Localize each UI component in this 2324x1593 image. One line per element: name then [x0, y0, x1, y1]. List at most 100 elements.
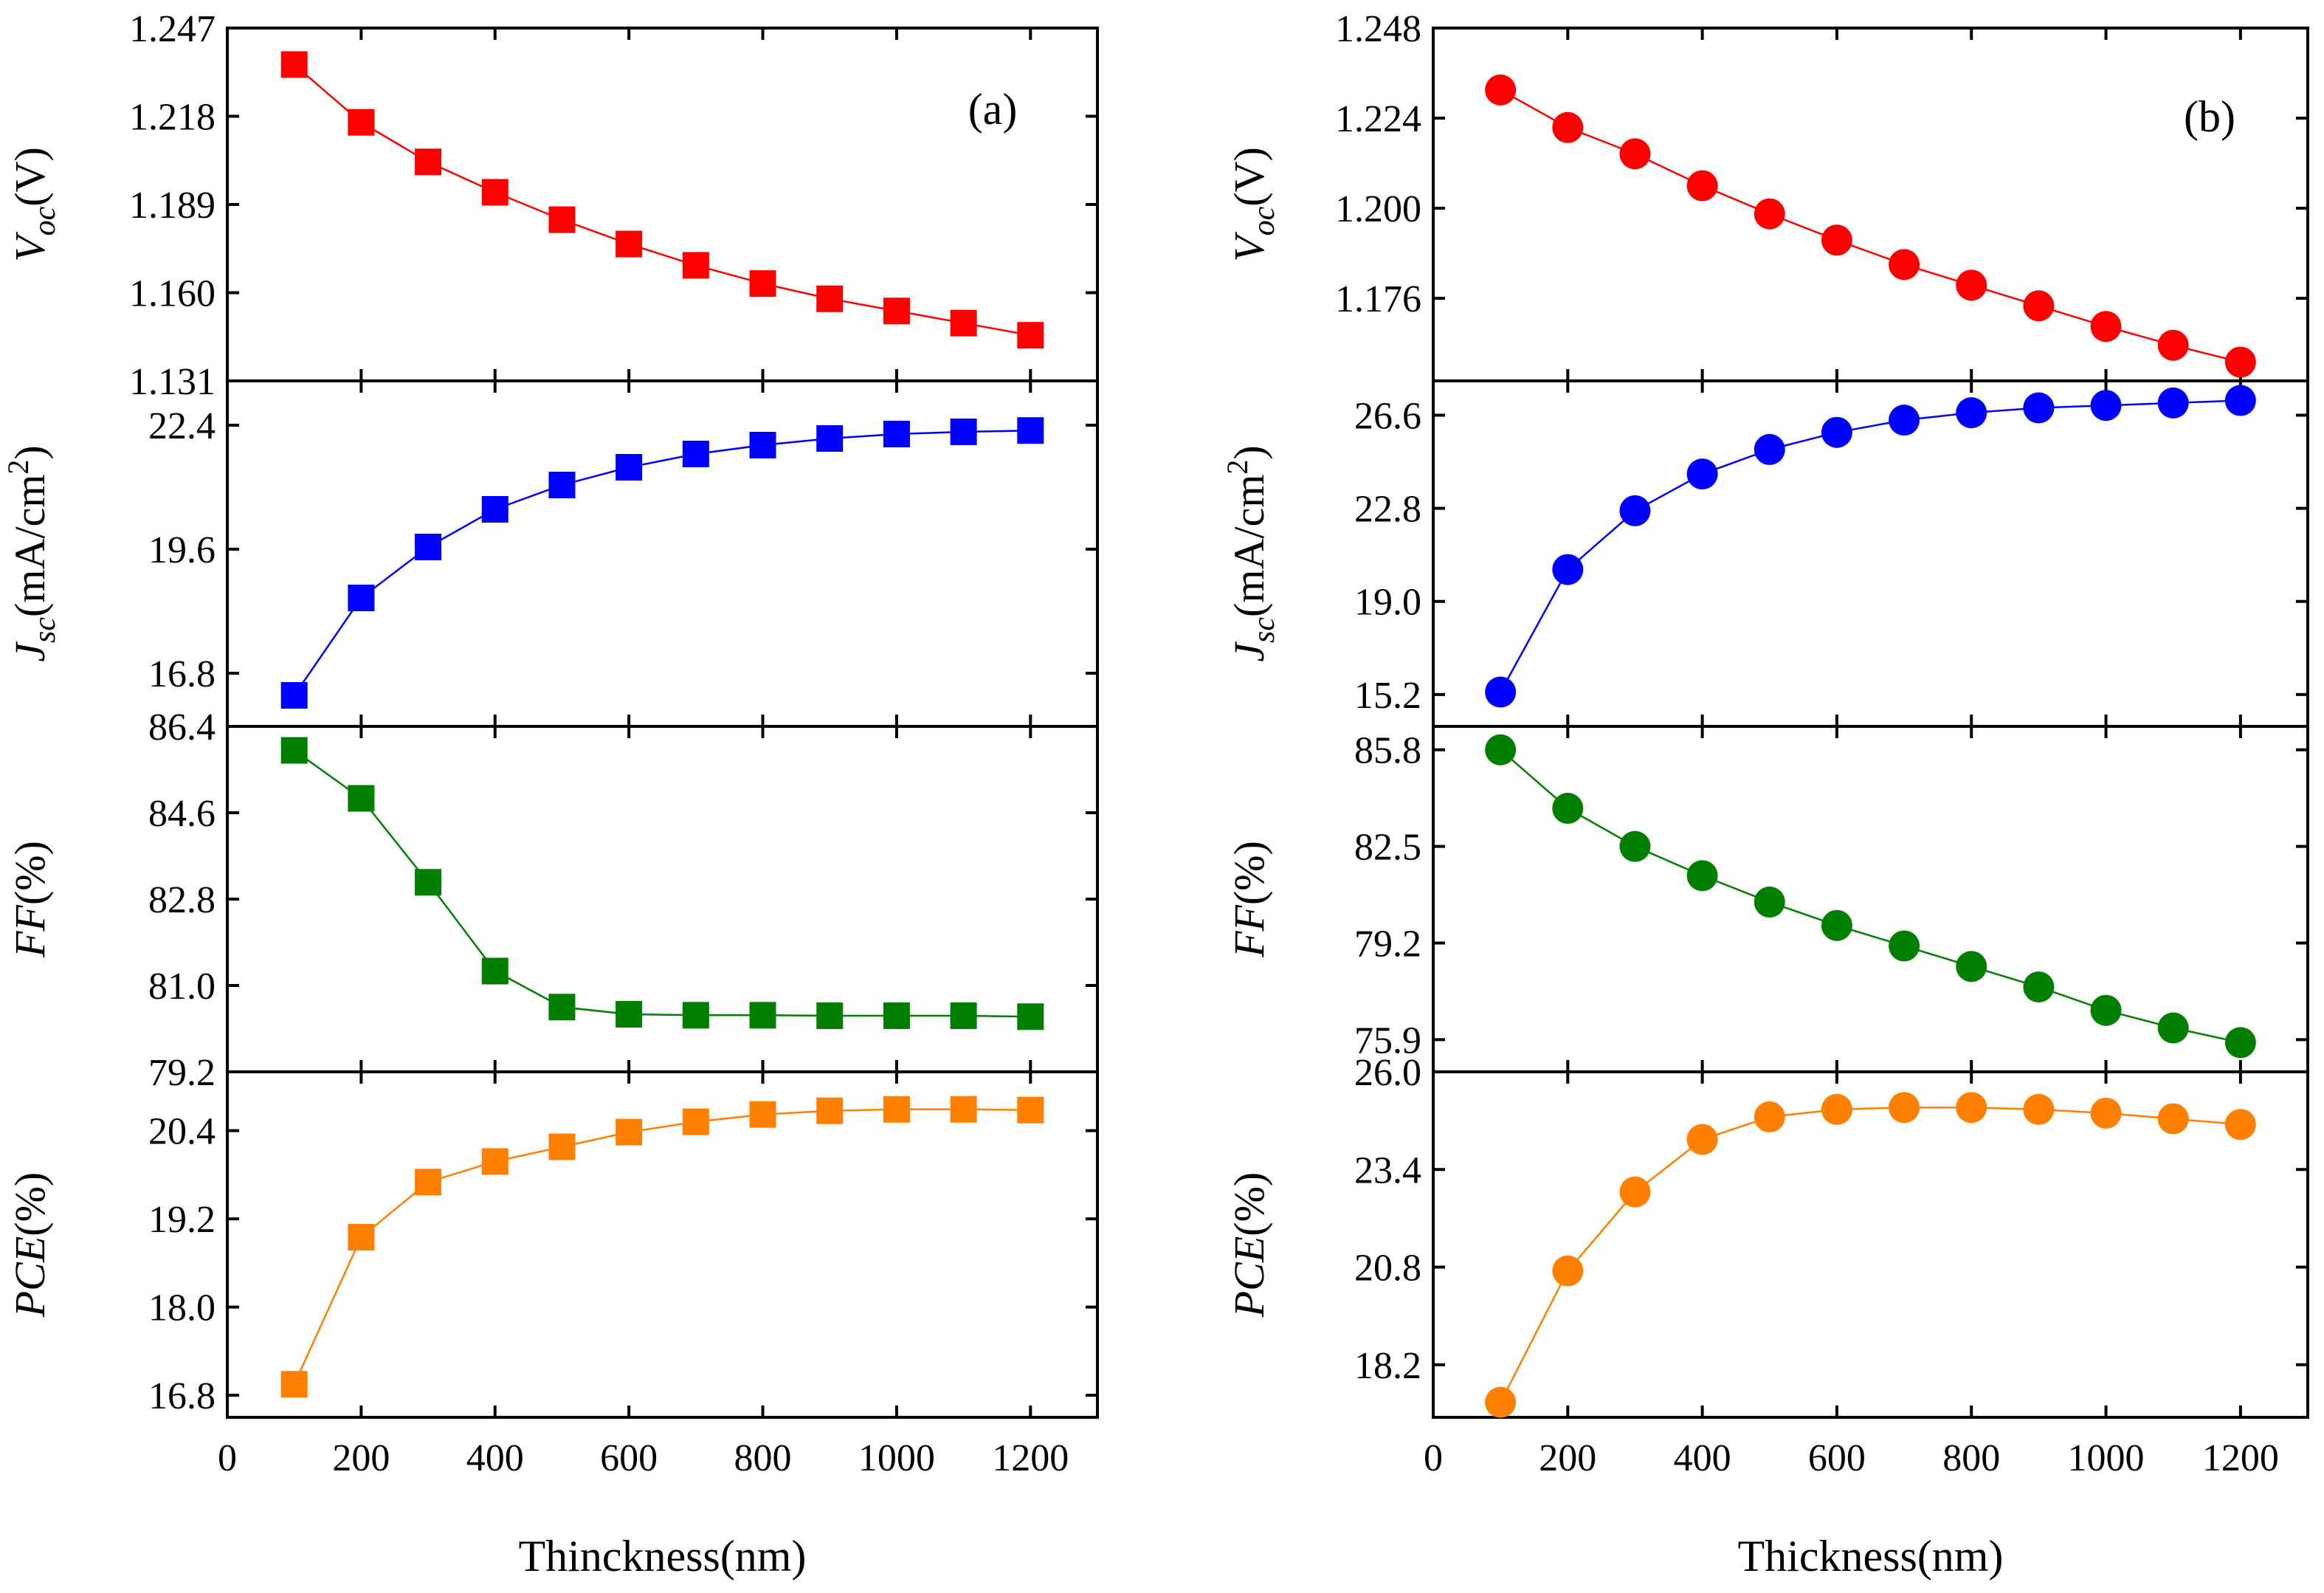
- data-point: [2090, 390, 2122, 422]
- y-tick-label: 22.8: [1354, 489, 1421, 531]
- data-point: [1017, 1003, 1044, 1031]
- y-tick-label: 1.248: [1335, 8, 1421, 50]
- data-point: [348, 1224, 375, 1251]
- data-point: [682, 441, 709, 467]
- y-tick-label: 82.5: [1354, 827, 1421, 869]
- y-tick-label: 20.8: [1354, 1248, 1421, 1290]
- y-axis-label: PCE(%): [6, 1172, 54, 1318]
- y-tick-label: 1.224: [1335, 98, 1421, 140]
- data-point: [2090, 311, 2122, 343]
- y-tick-label: 18.0: [148, 1287, 215, 1329]
- plot-frame: [1432, 379, 2309, 728]
- data-point: [616, 1001, 643, 1028]
- data-point: [348, 785, 375, 812]
- data-point: [2090, 1097, 2122, 1129]
- data-point: [481, 496, 508, 523]
- panel-label: (b): [2184, 92, 2235, 141]
- y-tick-label: 84.6: [148, 793, 215, 835]
- y-tick-label: 15.2: [1354, 675, 1421, 717]
- x-axis-label: Thickness(nm): [1738, 1532, 2004, 1580]
- plot-frame: [1432, 27, 2309, 382]
- y-tick-label: 1.218: [129, 97, 215, 139]
- data-point: [2157, 329, 2189, 361]
- data-point: [749, 270, 776, 297]
- y-axis-label: PCE(%): [1225, 1172, 1273, 1318]
- data-point: [1017, 417, 1044, 444]
- data-point: [682, 1108, 709, 1135]
- data-point: [749, 1002, 776, 1029]
- data-point: [2224, 346, 2256, 378]
- y-tick-label: 19.0: [1354, 582, 1421, 624]
- data-point: [1619, 1176, 1651, 1208]
- data-point: [682, 1002, 709, 1029]
- x-tick-label: 1000: [2068, 1437, 2145, 1479]
- data-point: [2224, 385, 2256, 416]
- x-tick-label: 1200: [992, 1437, 1069, 1479]
- y-axis-label: Voc(V): [6, 147, 62, 262]
- data-point: [1821, 1093, 1852, 1125]
- data-point: [1552, 1255, 1584, 1287]
- data-point: [1889, 405, 1920, 436]
- data-point: [415, 1169, 442, 1196]
- data-point: [749, 432, 776, 458]
- y-axis-label: Voc(V): [1225, 147, 1281, 262]
- y-tick-label: 1.160: [129, 273, 215, 315]
- series-line: [1500, 749, 2241, 1044]
- y-tick-label: 16.8: [148, 1375, 215, 1417]
- data-point: [548, 206, 576, 233]
- data-point: [682, 252, 709, 279]
- data-point: [481, 957, 508, 985]
- y-tick-label: 82.8: [148, 879, 215, 921]
- data-point: [1552, 793, 1584, 825]
- data-point: [1619, 138, 1651, 170]
- data-point: [1889, 249, 1920, 281]
- series-line: [1500, 399, 2241, 693]
- subplot-ff: 85.8 82.5 79.2 75.9 FF(%): [1225, 725, 2309, 1073]
- subplot-voc: 1.248 1.224 1.200 1.176 Voc(V): [1225, 8, 2309, 382]
- x-tick-label: 200: [332, 1437, 390, 1479]
- data-point: [280, 1371, 308, 1398]
- series-line: [1500, 89, 2241, 363]
- y-tick-label: 1.247: [129, 8, 215, 50]
- data-point: [548, 472, 576, 498]
- y-tick-label: 19.6: [148, 529, 215, 571]
- x-tick-label: 1200: [2202, 1437, 2279, 1479]
- data-point: [1552, 111, 1584, 143]
- data-point: [481, 1148, 508, 1175]
- data-point: [1889, 930, 1920, 962]
- data-point: [950, 1095, 977, 1123]
- series-line: [293, 749, 1031, 1018]
- data-point: [950, 1002, 977, 1029]
- y-tick-label: 23.4: [1354, 1149, 1421, 1191]
- data-point: [348, 585, 375, 611]
- data-point: [481, 179, 508, 206]
- data-point: [1821, 909, 1852, 941]
- data-point: [2090, 994, 2122, 1026]
- y-tick-label: 85.8: [1354, 730, 1421, 772]
- panel-b: 1.248 1.224 1.200 1.176 Voc(V) 26.6 22.8 19.0 15…: [1221, 8, 2309, 1580]
- subplot-pce: 20.4 19.2 18.0 16.8 PCE(%): [6, 1070, 1099, 1419]
- data-point: [415, 534, 442, 560]
- data-point: [749, 1101, 776, 1128]
- subplot-pce: 26.0 23.4 20.8 18.2 PCE(%): [1225, 1052, 2309, 1419]
- y-tick-label: 22.4: [148, 405, 215, 447]
- x-tick-label: 200: [1539, 1437, 1596, 1479]
- data-point: [348, 109, 375, 136]
- y-tick-label: 26.6: [1354, 395, 1421, 437]
- data-point: [2023, 290, 2055, 322]
- subplot-jsc: 22.4 19.6 16.8 Jsc(mA/cm2): [1, 379, 1099, 728]
- y-tick-label: 86.4: [148, 706, 215, 749]
- y-tick-label: 18.2: [1354, 1345, 1421, 1387]
- y-tick-label: 1.131: [129, 361, 215, 403]
- y-tick-label: 1.176: [1335, 278, 1421, 320]
- data-point: [1821, 224, 1852, 256]
- data-point: [1754, 198, 1785, 230]
- y-tick-label: 16.8: [148, 653, 215, 695]
- series-line: [1500, 1107, 2241, 1403]
- y-tick-label: 1.200: [1335, 188, 1421, 230]
- data-point: [1956, 269, 1987, 301]
- x-tick-label: 400: [1674, 1437, 1731, 1479]
- y-axis-label: Jsc(mA/cm2): [1, 445, 62, 661]
- data-point: [415, 869, 442, 896]
